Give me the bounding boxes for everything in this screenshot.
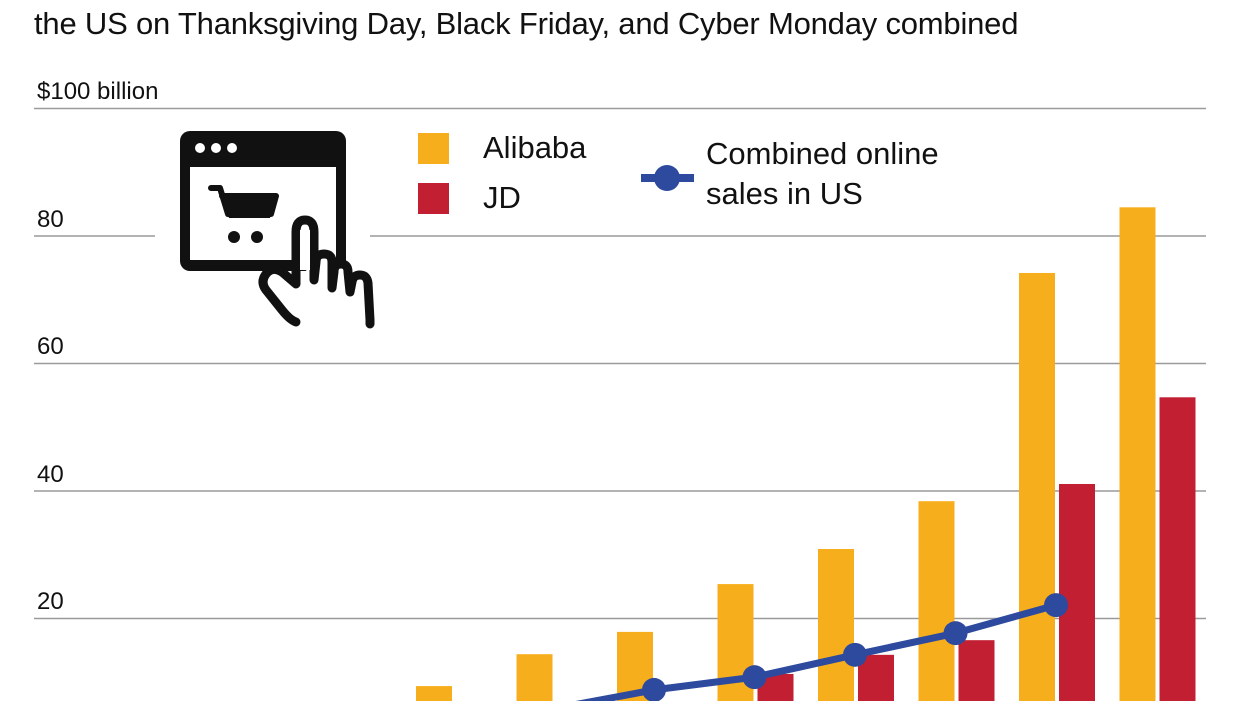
y-tick-60: 60 (37, 333, 64, 360)
y-tick-20: 20 (37, 588, 64, 615)
bar-alibaba-7 (1019, 272, 1055, 701)
chart-title: the US on Thanksgiving Day, Black Friday… (34, 6, 1019, 41)
bar-alibaba-1 (416, 686, 452, 701)
bar-jd-7 (1059, 483, 1095, 701)
bar-alibaba-6 (918, 501, 955, 701)
legend-label-jd: JD (483, 180, 521, 215)
combined-us-point-4 (943, 621, 968, 646)
legend-label-alibaba: Alibaba (483, 130, 587, 165)
legend-label-combined-line2: sales in US (706, 176, 863, 211)
legend-swatch-jd (418, 183, 449, 214)
bars (416, 207, 1196, 701)
legend-swatch-alibaba (418, 133, 449, 164)
bar-jd-6 (958, 640, 995, 701)
combined-us-point-2 (742, 665, 767, 690)
combined-us-point-5 (1044, 593, 1068, 618)
combined-us-line (575, 593, 1068, 701)
combined-us-polyline (575, 601, 1057, 701)
bar-alibaba-5 (818, 549, 854, 701)
combined-us-point-1 (642, 677, 666, 701)
y-tick-80: 80 (37, 206, 64, 233)
bar-alibaba-8 (1119, 207, 1156, 701)
online-shopping-cart-hand-icon (180, 131, 375, 329)
bar-alibaba-2 (516, 654, 553, 701)
combined-us-point-3 (843, 642, 867, 667)
bar-jd-8 (1159, 397, 1196, 701)
y-tick-40: 40 (37, 461, 64, 488)
y-axis-top-label: $100 billion (37, 78, 159, 105)
legend-label-combined-line1: Combined online (706, 136, 939, 171)
